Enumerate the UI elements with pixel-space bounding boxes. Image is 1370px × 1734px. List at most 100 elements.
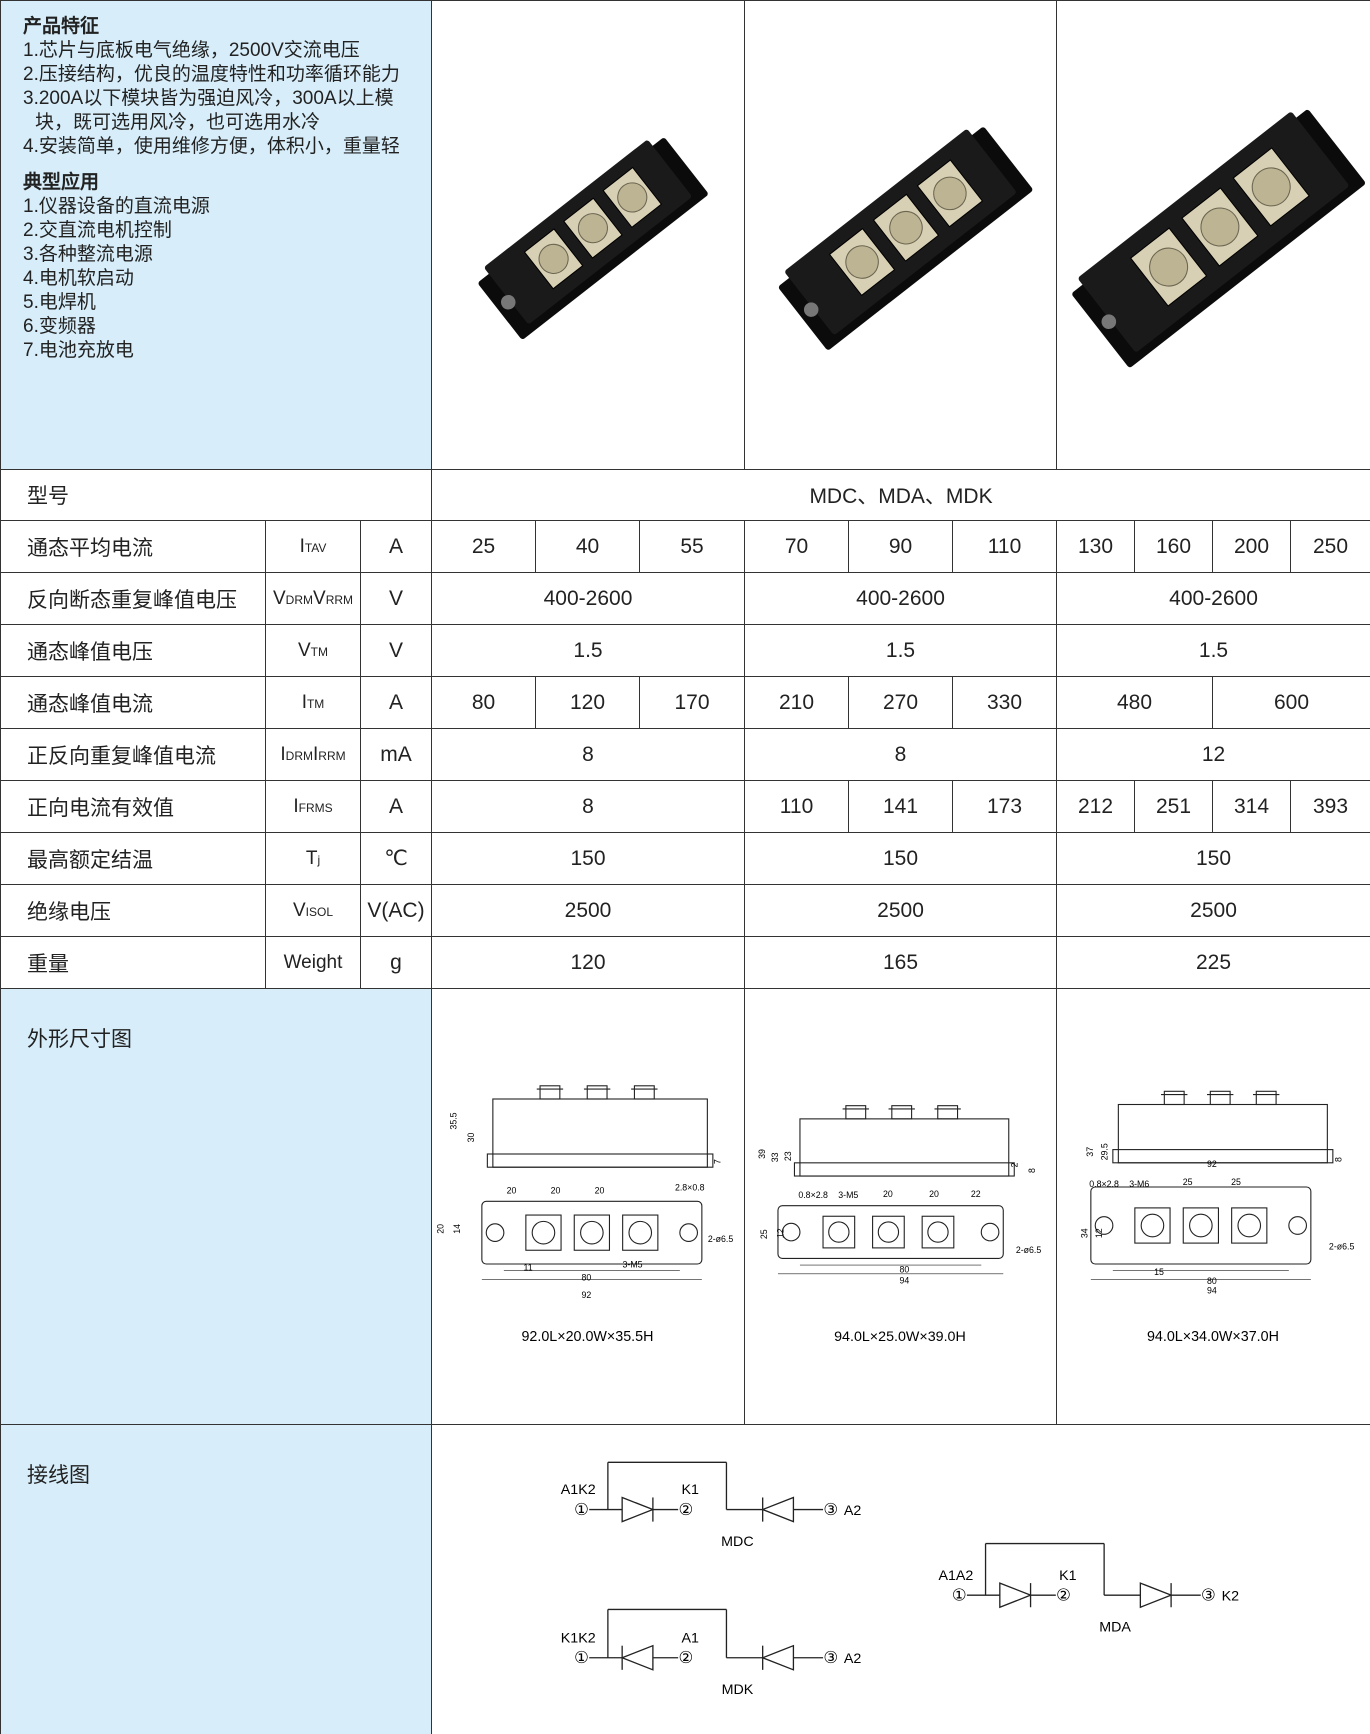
param-value: 1.5 xyxy=(430,624,746,677)
pin-number: ① xyxy=(952,1587,967,1605)
pin-number: ② xyxy=(678,1649,693,1667)
param-value: 150 xyxy=(1056,832,1370,885)
outline-cell: 35.5 30 7 20 20 20 2.8×0.8 20 14 2-ø6.5 11 80 92 3-M5… xyxy=(430,988,746,1425)
param-name: 正向电流有效值 xyxy=(0,780,266,833)
outline-cell: 39 33 23 8 2 0.8×2.8 3-M5 20 20 22 25 12 2-ø6.5 80 94 9… xyxy=(744,988,1058,1425)
param-value: 55 xyxy=(638,520,746,573)
terminal-outline xyxy=(525,1214,562,1251)
bolt xyxy=(845,1105,867,1120)
dimension-label: 94 xyxy=(1207,1286,1217,1296)
param-name: 重量 xyxy=(0,936,266,989)
terminal-screw xyxy=(1237,1213,1262,1238)
terminal-label: K2 xyxy=(1222,1589,1240,1605)
dimension-label: 33 xyxy=(770,1152,780,1162)
param-value: 2500 xyxy=(1056,884,1370,937)
spec-row: 正反向重复峰值电流 IDRMIRRM mA 8 8 12 xyxy=(0,728,1370,781)
param-value: 200 xyxy=(1212,520,1292,573)
param-name: 绝缘电压 xyxy=(0,884,266,937)
param-unit: ℃ xyxy=(360,832,432,885)
param-value: 25 xyxy=(431,520,536,573)
terminal-label: K1 xyxy=(681,1482,699,1498)
top-view xyxy=(481,1200,703,1265)
terminal-screw xyxy=(1189,1213,1213,1238)
list-item: 4.电机软启动 xyxy=(23,268,134,289)
dimension-label: 2-ø6.5 xyxy=(708,1234,734,1244)
dimension-label: 30 xyxy=(466,1133,476,1143)
wiring-cell: ① ② ③ A1K2 K1 A2 MDC ① ② ③ K1K2 A1 A2 MDK ① ② ③ A1A2 K1 K2 M… xyxy=(430,1424,1370,1734)
mount-hole xyxy=(1101,314,1117,330)
list-item: 4.安装简单，使用维修方便，体积小，重量轻 xyxy=(23,136,400,157)
terminal-outline xyxy=(1134,1207,1171,1244)
product-cell xyxy=(744,0,1058,470)
param-value: 600 xyxy=(1212,676,1370,729)
dimension-label: 11 xyxy=(523,1263,532,1273)
symbol-sub: j xyxy=(317,852,321,867)
mount-hole xyxy=(1288,1216,1308,1235)
terminal-outline xyxy=(1182,1207,1220,1244)
param-value: 120 xyxy=(430,936,746,989)
param-name: 通态峰值电压 xyxy=(0,624,266,677)
param-unit: V xyxy=(360,624,432,677)
param-value: 12 xyxy=(1056,728,1370,781)
symbol-main: V xyxy=(292,899,306,921)
param-value: 8 xyxy=(744,728,1058,781)
param-value: 90 xyxy=(848,520,954,573)
list-item: 2.压接结构，优良的温度特性和功率循环能力 xyxy=(23,64,400,85)
pin-number: ③ xyxy=(823,1649,838,1667)
param-name: 反向断态重复峰值电压 xyxy=(0,572,266,625)
outline-drawing: 35.5 30 7 20 20 20 2.8×0.8 20 14 2-ø6.5 11 80 92 3-M5… xyxy=(435,1085,734,1345)
module xyxy=(778,127,1033,350)
dimension-label: 92 xyxy=(1207,1159,1217,1169)
bolt xyxy=(937,1105,959,1120)
spec-row: 绝缘电压 VISOL V(AC) 2500 2500 2500 xyxy=(0,884,1370,937)
dimension-label: 29.5 xyxy=(1099,1143,1109,1160)
screw xyxy=(617,182,648,213)
dimension-label: 2 xyxy=(1010,1162,1020,1167)
param-value: 120 xyxy=(535,676,640,729)
param-value: 150 xyxy=(744,832,1058,885)
list-item: 3.各种整流电源 xyxy=(23,244,153,265)
param-unit: A xyxy=(360,520,432,573)
terminal-outline xyxy=(622,1214,659,1251)
param-unit: V(AC) xyxy=(360,884,432,937)
param-value: 80 xyxy=(431,676,536,729)
dimension-label: 3-M6 xyxy=(1129,1179,1149,1189)
bolt xyxy=(891,1105,913,1120)
terminal-outline xyxy=(872,1215,905,1249)
param-unit: V xyxy=(360,572,432,625)
diode xyxy=(760,1496,795,1523)
diagram-name: MDK xyxy=(722,1682,754,1698)
dimension-label: 12 xyxy=(1094,1228,1104,1238)
pin-number: ③ xyxy=(823,1501,838,1519)
param-value: 400-2600 xyxy=(1056,572,1370,625)
terminal-outline xyxy=(1231,1207,1268,1244)
param-value: 173 xyxy=(952,780,1058,833)
param-symbol: IDRMIRRM xyxy=(265,728,361,781)
intro-row: 产品特征 1.芯片与底板电气绝缘，2500V交流电压 2.压接结构，优良的温度特性和… xyxy=(0,0,1370,470)
terminal-screw xyxy=(1140,1213,1165,1238)
dimension-label: 2.8×0.8 xyxy=(675,1182,705,1192)
terminal-outline xyxy=(822,1215,856,1249)
bolt xyxy=(1163,1090,1185,1106)
list-item: 3.200A以下模块皆为强迫风冷，300A以上模块，既可选用风冷，也可选用水冷 xyxy=(23,88,394,133)
dimension-caption: 94.0L×34.0W×37.0H xyxy=(1147,1329,1279,1345)
param-symbol: Weight xyxy=(265,936,361,989)
param-value: 110 xyxy=(744,780,850,833)
model-row: 型号 MDC、MDA、MDK xyxy=(0,469,1370,521)
param-value: 165 xyxy=(744,936,1058,989)
side-view xyxy=(1117,1103,1328,1164)
spec-row: 通态平均电流 ITAV A 25 40 55 70 90 110 130 160 200 250 xyxy=(0,520,1370,573)
param-value: 1.5 xyxy=(744,624,1058,677)
top-view xyxy=(777,1205,1004,1259)
symbol-main: I xyxy=(280,743,286,765)
list-item: 1.仪器设备的直流电源 xyxy=(23,196,210,217)
terminal-label: K1K2 xyxy=(561,1630,596,1646)
dimension-label: 12 xyxy=(775,1228,785,1238)
terminal-label: K1 xyxy=(1059,1568,1077,1584)
product-photo xyxy=(778,127,1033,350)
screw xyxy=(577,213,609,244)
param-unit: A xyxy=(360,676,432,729)
param-value: 70 xyxy=(744,520,850,573)
